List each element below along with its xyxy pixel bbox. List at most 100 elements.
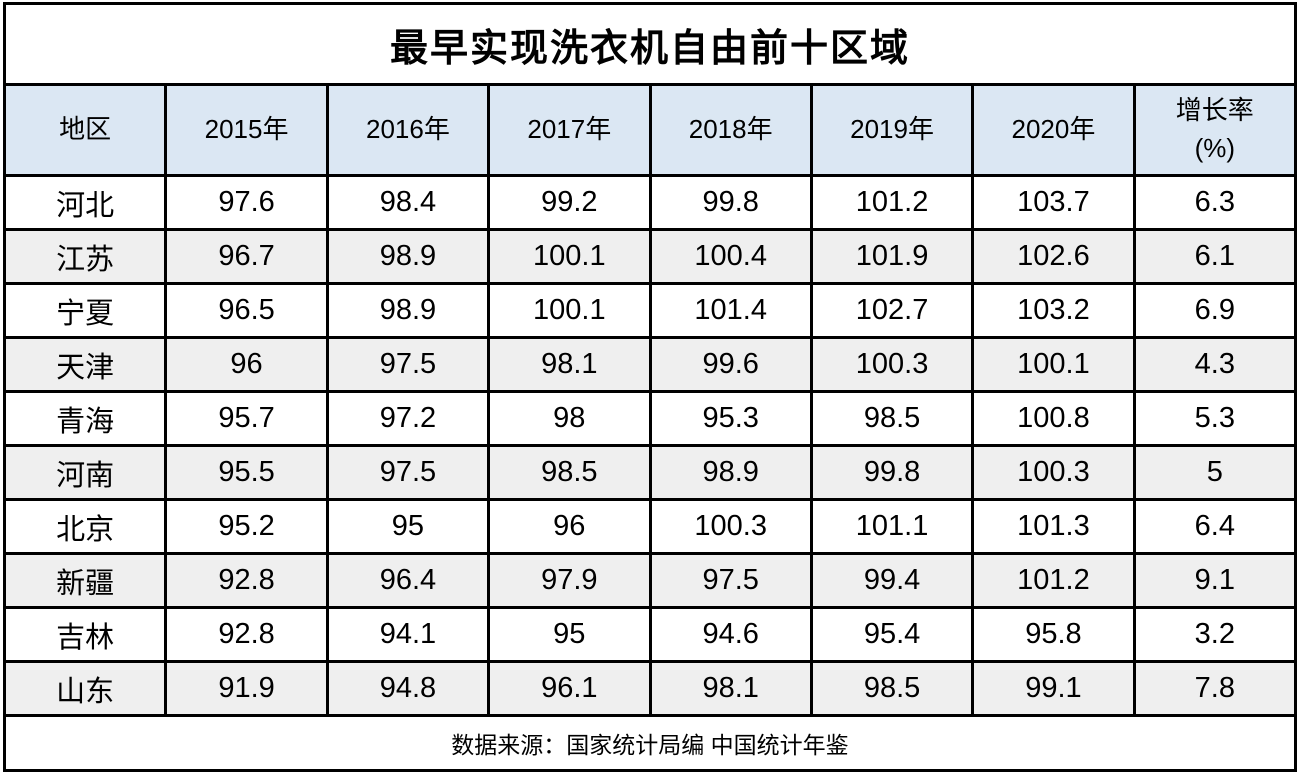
value-cell: 97.6 [164,174,329,231]
table-body: 河北 97.6 98.4 99.2 99.8 101.2 103.7 6.3 江苏 96.7 98.… [2,174,1298,717]
value-cell: 95.5 [164,444,329,501]
value-cell: 98.5 [487,444,652,501]
data-source-note: 数据来源：国家统计局编 中国统计年鉴 [3,714,1297,772]
value-cell: 99.6 [648,336,813,393]
value-cell: 100.8 [971,390,1136,447]
value-cell: 97.2 [325,390,491,447]
table-row: 山东 91.9 94.8 96.1 98.1 98.5 99.1 7.8 [2,660,1298,717]
value-cell: 94.8 [325,660,491,717]
table-row: 吉林 92.8 94.1 95 94.6 95.4 95.8 3.2 [2,606,1298,663]
value-cell: 98.1 [648,660,813,717]
col-header-2017: 2017年 [487,83,652,177]
value-cell: 99.2 [487,174,652,231]
value-cell: 95.2 [164,498,329,555]
value-cell: 97.5 [648,552,813,609]
region-cell: 江苏 [2,228,168,285]
value-cell: 98.9 [648,444,813,501]
region-cell: 吉林 [2,606,168,663]
col-header-growth-rate: 增长率 (%) [1132,83,1298,177]
region-cell: 宁夏 [2,282,168,339]
table-row: 河南 95.5 97.5 98.5 98.9 99.8 100.3 5 [2,444,1298,501]
value-cell: 98.5 [809,660,975,717]
col-header-region: 地区 [2,83,168,177]
value-cell: 100.4 [648,228,813,285]
header-row: 地区 2015年 2016年 2017年 2018年 2019年 2020年 增… [2,83,1298,177]
value-cell: 100.3 [971,444,1136,501]
region-cell: 山东 [2,660,168,717]
value-cell: 92.8 [164,552,329,609]
value-cell: 97.5 [325,336,491,393]
region-cell: 天津 [2,336,168,393]
table-foot: 数据来源：国家统计局编 中国统计年鉴 [3,714,1297,772]
title-row: 最早实现洗衣机自由前十区域 [3,2,1297,86]
col-header-2019: 2019年 [809,83,975,177]
region-cell: 青海 [2,390,168,447]
value-cell: 9.1 [1132,552,1298,609]
value-cell: 94.6 [648,606,813,663]
value-cell: 99.4 [809,552,975,609]
col-header-2020: 2020年 [971,83,1136,177]
value-cell: 6.1 [1132,228,1298,285]
value-cell: 7.8 [1132,660,1298,717]
value-cell: 100.1 [971,336,1136,393]
value-cell: 97.5 [325,444,491,501]
value-cell: 91.9 [164,660,329,717]
value-cell: 100.3 [648,498,813,555]
value-cell: 99.1 [971,660,1136,717]
table-title: 最早实现洗衣机自由前十区域 [3,2,1297,86]
value-cell: 6.9 [1132,282,1298,339]
value-cell: 92.8 [164,606,329,663]
value-cell: 6.3 [1132,174,1298,231]
value-cell: 98.1 [487,336,652,393]
value-cell: 99.8 [648,174,813,231]
value-cell: 100.3 [809,336,975,393]
value-cell: 99.8 [809,444,975,501]
value-cell: 103.2 [971,282,1136,339]
value-cell: 95.3 [648,390,813,447]
value-cell: 96.7 [164,228,329,285]
col-header-2018: 2018年 [648,83,813,177]
region-cell: 河南 [2,444,168,501]
value-cell: 95.8 [971,606,1136,663]
value-cell: 95 [487,606,652,663]
value-cell: 5.3 [1132,390,1298,447]
value-cell: 95.4 [809,606,975,663]
region-cell: 北京 [2,498,168,555]
value-cell: 98.4 [325,174,491,231]
value-cell: 98 [487,390,652,447]
value-cell: 3.2 [1132,606,1298,663]
value-cell: 96.4 [325,552,491,609]
value-cell: 100.1 [487,228,652,285]
table-row: 江苏 96.7 98.9 100.1 100.4 101.9 102.6 6.1 [2,228,1298,285]
value-cell: 98.5 [809,390,975,447]
value-cell: 102.7 [809,282,975,339]
value-cell: 95.7 [164,390,329,447]
value-cell: 101.1 [809,498,975,555]
table-head: 最早实现洗衣机自由前十区域 地区 2015年 2016年 2017年 2018年… [2,2,1298,177]
table-row: 青海 95.7 97.2 98 95.3 98.5 100.8 5.3 [2,390,1298,447]
col-header-2016: 2016年 [325,83,491,177]
region-cell: 新疆 [2,552,168,609]
value-cell: 5 [1132,444,1298,501]
value-cell: 96 [487,498,652,555]
value-cell: 97.9 [487,552,652,609]
value-cell: 101.2 [971,552,1136,609]
value-cell: 6.4 [1132,498,1298,555]
value-cell: 101.3 [971,498,1136,555]
value-cell: 98.9 [325,228,491,285]
value-cell: 101.9 [809,228,975,285]
value-cell: 4.3 [1132,336,1298,393]
value-cell: 96 [164,336,329,393]
value-cell: 103.7 [971,174,1136,231]
value-cell: 96.5 [164,282,329,339]
value-cell: 100.1 [487,282,652,339]
value-cell: 102.6 [971,228,1136,285]
source-row: 数据来源：国家统计局编 中国统计年鉴 [3,714,1297,772]
value-cell: 101.4 [648,282,813,339]
col-header-2015: 2015年 [164,83,329,177]
table-row: 河北 97.6 98.4 99.2 99.8 101.2 103.7 6.3 [2,174,1298,231]
table-row: 宁夏 96.5 98.9 100.1 101.4 102.7 103.2 6.9 [2,282,1298,339]
table-row: 北京 95.2 95 96 100.3 101.1 101.3 6.4 [2,498,1298,555]
